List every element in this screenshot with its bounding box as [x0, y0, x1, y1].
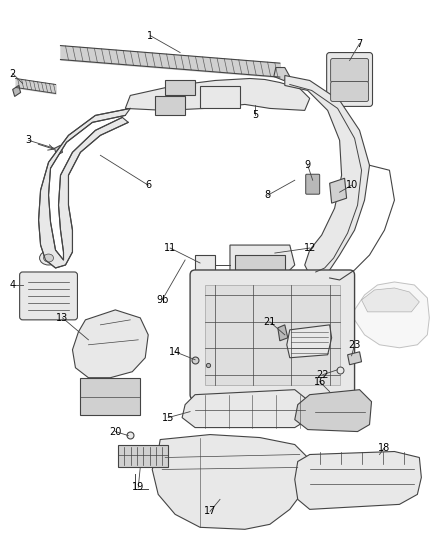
Polygon shape	[39, 108, 130, 268]
Text: 9b: 9b	[156, 295, 168, 305]
Polygon shape	[152, 434, 310, 529]
Polygon shape	[348, 352, 361, 365]
Polygon shape	[330, 178, 346, 203]
Polygon shape	[81, 378, 140, 415]
Text: 8: 8	[265, 190, 271, 200]
FancyBboxPatch shape	[306, 174, 320, 194]
Polygon shape	[278, 325, 288, 341]
FancyBboxPatch shape	[331, 82, 368, 101]
Polygon shape	[295, 390, 371, 432]
Text: 2: 2	[10, 69, 16, 78]
Text: 7: 7	[357, 38, 363, 49]
Text: 21: 21	[264, 317, 276, 327]
Text: 22: 22	[316, 370, 329, 379]
Polygon shape	[195, 255, 215, 275]
Text: 6: 6	[145, 180, 151, 190]
FancyBboxPatch shape	[205, 285, 339, 385]
Polygon shape	[118, 445, 168, 467]
Ellipse shape	[43, 254, 53, 262]
Polygon shape	[235, 255, 285, 270]
Polygon shape	[287, 325, 332, 358]
Text: 1: 1	[147, 30, 153, 41]
Text: 12: 12	[304, 243, 316, 253]
Text: 14: 14	[169, 347, 181, 357]
Polygon shape	[285, 76, 370, 278]
Text: 9: 9	[305, 160, 311, 170]
Polygon shape	[355, 282, 429, 348]
Polygon shape	[125, 78, 310, 110]
Polygon shape	[54, 146, 63, 155]
Text: 5: 5	[252, 110, 258, 120]
Polygon shape	[200, 86, 240, 108]
Text: 20: 20	[109, 426, 121, 437]
Text: 3: 3	[25, 135, 32, 146]
FancyBboxPatch shape	[327, 53, 372, 107]
Polygon shape	[182, 390, 310, 427]
Text: 17: 17	[204, 506, 216, 516]
Polygon shape	[361, 288, 419, 312]
FancyBboxPatch shape	[190, 270, 355, 400]
Text: 13: 13	[57, 313, 69, 323]
Polygon shape	[72, 310, 148, 378]
Polygon shape	[274, 68, 290, 80]
Polygon shape	[295, 451, 421, 510]
Text: 10: 10	[346, 180, 358, 190]
Polygon shape	[165, 80, 195, 95]
Text: 4: 4	[10, 280, 16, 290]
Polygon shape	[230, 245, 295, 275]
Ellipse shape	[39, 251, 57, 265]
Text: 16: 16	[314, 377, 326, 387]
Text: 11: 11	[164, 243, 176, 253]
FancyBboxPatch shape	[331, 59, 368, 83]
Text: 19: 19	[132, 482, 145, 492]
Polygon shape	[13, 85, 21, 96]
Text: 23: 23	[348, 340, 361, 350]
Polygon shape	[155, 96, 185, 116]
Text: 18: 18	[378, 442, 391, 453]
FancyBboxPatch shape	[20, 272, 78, 320]
Text: 15: 15	[162, 413, 174, 423]
